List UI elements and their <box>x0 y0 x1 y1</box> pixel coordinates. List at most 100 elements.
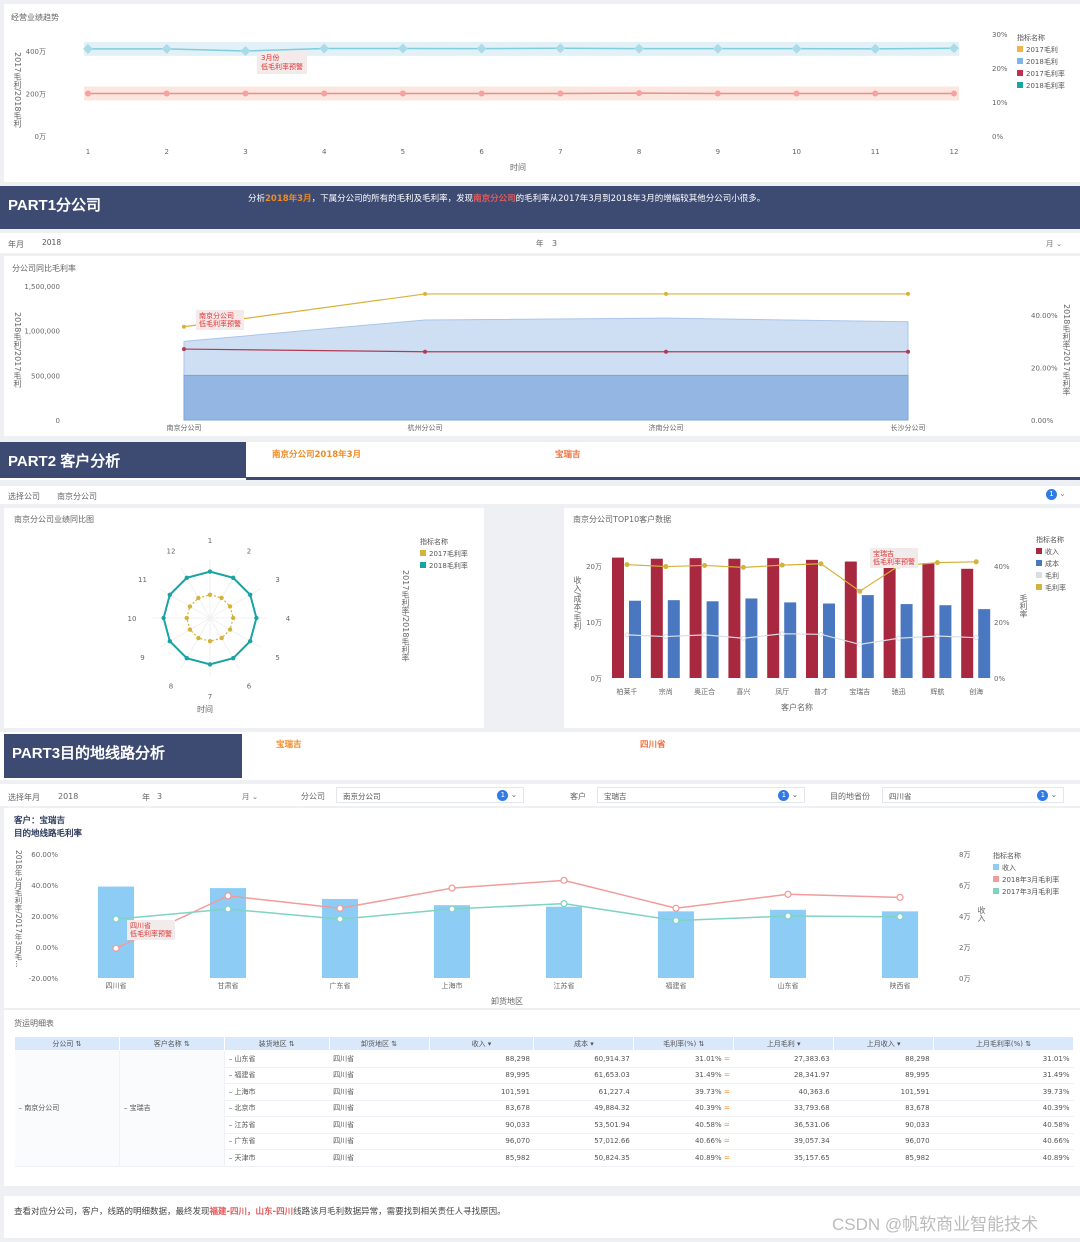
legend-item[interactable]: 收入 <box>993 862 1059 874</box>
filter3-customer-badge: 1 <box>778 790 790 801</box>
legend-item[interactable]: 毛利率 <box>1036 582 1066 594</box>
bar-income <box>612 557 624 678</box>
table-row[interactable]: – 南京分公司 – 宝瑞吉 – 山东省 四川省 88,298 60,914.37 31.01… <box>14 1050 1074 1167</box>
part1-desc-a: 分析 <box>248 194 266 204</box>
part2-header: PART2 客户分析 <box>0 442 246 478</box>
table-cell: 四川省 <box>329 1100 429 1117</box>
line-point <box>224 905 232 913</box>
column-header[interactable]: 上月毛利 ▾ <box>733 1036 835 1051</box>
footer-note: 查看对应分公司，客户，线路的明细数据，最终发现福建-四川，山东-四川线路该月毛利… <box>4 1196 1080 1238</box>
column-header[interactable]: 成本 ▾ <box>533 1036 635 1051</box>
area-2017 <box>183 374 909 421</box>
filter2-count-badge: 1 <box>1046 489 1057 500</box>
radar-title: 南京分公司业绩同比图 <box>14 515 94 524</box>
table-cell: – 上海市 <box>224 1083 330 1101</box>
table-cell: 83,678 <box>833 1100 934 1117</box>
column-header[interactable]: 装货地区 ⇅ <box>223 1036 330 1051</box>
radar-point <box>161 615 166 621</box>
part1-description: 分析2018年3月，下属分公司的所有的毛利及毛利率，发现南京分公司的毛利率从20… <box>248 192 765 204</box>
line-point <box>448 884 456 892</box>
route-y-label: 2018年3月毛利率/2017年3月毛... <box>14 850 23 968</box>
x-tick: 杭州分公司 <box>408 423 443 432</box>
filter3-dest-badge: 1 <box>1037 790 1049 801</box>
chevron-down-icon: ⌄ <box>1055 239 1063 248</box>
table-row[interactable]: – 天津市 四川省 85,982 50,824.35 40.89% = 35,157.65… <box>15 1149 1074 1167</box>
y-tick: 500,000 <box>31 372 60 380</box>
column-header[interactable]: 收入 ▾ <box>428 1036 535 1051</box>
line-point <box>112 944 120 952</box>
filter2-value[interactable]: 南京分公司 <box>57 492 97 501</box>
column-header[interactable]: 客户名称 ⇅ <box>118 1036 225 1051</box>
table-row[interactable]: – 北京市 四川省 83,678 49,884.32 40.39% = 33,793.68… <box>15 1100 1074 1117</box>
x-tick: 长沙分公司 <box>891 423 926 432</box>
table-cell: – 南京分公司 <box>14 1050 120 1167</box>
x-tick: 11 <box>871 148 880 156</box>
radar-axis-label: 10 <box>128 615 137 623</box>
filter1-year-select[interactable]: 2018 年 <box>36 235 546 251</box>
column-header[interactable]: 毛利率(%) ⇅ <box>633 1036 735 1051</box>
legend-item[interactable]: 2018毛利 <box>1017 56 1065 68</box>
table-cell: 57,012.66 <box>533 1133 634 1150</box>
route-panel: 客户：宝瑞吉 目的地线路毛利率 2018年3月毛利率/2017年3月毛... 收… <box>4 808 1080 1008</box>
legend-swatch <box>1036 548 1042 554</box>
line-point <box>818 631 824 637</box>
legend-item[interactable]: 毛利 <box>1036 570 1066 582</box>
legend-item[interactable]: 2018毛利率 <box>1017 80 1065 92</box>
table-row[interactable]: – 广东省 四川省 96,070 57,012.66 40.66% = 39,057.34… <box>15 1133 1074 1150</box>
legend-label: 收入 <box>1002 864 1016 872</box>
table-cell: 40.66% = <box>633 1133 734 1150</box>
legend-item[interactable]: 2017毛利 <box>1017 44 1065 56</box>
part1-desc-b: 2018年3月 <box>265 194 312 204</box>
part3-tag1: 宝瑞吉 <box>276 740 302 750</box>
filter3-company-select[interactable]: 南京分公司 1 ⌄ <box>336 787 524 803</box>
filter3-dest-label: 目的地省份 <box>830 792 870 801</box>
data-point <box>555 43 566 54</box>
legend-item[interactable]: 成本 <box>1036 558 1066 570</box>
legend-item[interactable]: 收入 <box>1036 546 1066 558</box>
line-point <box>560 899 568 908</box>
y2-tick: 30% <box>992 31 1008 39</box>
filter1-month-dropdown[interactable]: 月 ⌄ <box>1046 238 1062 249</box>
branch-chart-title: 分公司同比毛利率 <box>12 264 76 273</box>
x-tick: 奥正合 <box>694 687 715 696</box>
table-row[interactable]: – 上海市 四川省 101,591 61,227.4 39.73% = 40,363.6 1… <box>15 1083 1074 1101</box>
table-cell: 61,653.03 <box>533 1067 634 1084</box>
footer-c: 线路该月毛利数据异常，需要找到相关责任人寻找原因。 <box>293 1207 506 1217</box>
table-cell: – 广东省 <box>224 1133 330 1150</box>
bar-income <box>961 568 974 678</box>
filter3-customer-select[interactable]: 宝瑞吉 1 ⌄ <box>597 787 805 803</box>
legend-item[interactable]: 2017毛利率 <box>1017 68 1065 80</box>
line-point <box>624 562 630 568</box>
filter-bar-2: 选择公司 南京分公司 1 ⌄ <box>0 486 1080 504</box>
radar-point <box>231 615 236 621</box>
legend-item[interactable]: 2018毛利率 <box>420 560 468 572</box>
column-header[interactable]: 上月毛利率(%) ⇅ <box>933 1036 1074 1051</box>
column-header[interactable]: 上月收入 ▾ <box>833 1036 935 1051</box>
legend-item[interactable]: 2017年3月毛利率 <box>993 886 1059 898</box>
legend-item[interactable]: 2017毛利率 <box>420 548 468 560</box>
part3-title: PART3目的地线路分析 <box>12 745 166 762</box>
y2-tick: 2万 <box>959 944 970 952</box>
radar-panel: 南京分公司业绩同比图 1 2 3 4 5 6 7 8 9 10 11 12 时间 2017毛利率/20… <box>4 508 484 728</box>
data-point <box>636 90 643 97</box>
legend-item[interactable]: 2018年3月毛利率 <box>993 874 1059 886</box>
route-annotation: 四川省 低毛利率预警 <box>127 920 175 940</box>
top10-title: 南京分公司TOP10客户数据 <box>573 515 672 524</box>
filter3-dest-select[interactable]: 四川省 1 ⌄ <box>882 787 1064 803</box>
top-ann-line1: 3月份 <box>261 54 280 62</box>
y-tick: -20.00% <box>29 975 59 983</box>
filter3-year[interactable]: 2018 <box>58 792 79 801</box>
column-header[interactable]: 分公司 ⇅ <box>14 1036 120 1051</box>
filter3-company-label: 分公司 <box>301 792 325 801</box>
column-header[interactable]: 卸货地区 ⇅ <box>328 1036 430 1051</box>
filter2-dropdown[interactable]: 1 ⌄ <box>1046 489 1066 500</box>
data-point <box>242 90 249 97</box>
filter3-month-dropdown[interactable]: 月 ⌄ <box>242 791 258 802</box>
table-row[interactable]: – 江苏省 四川省 90,033 53,501.94 40.58% = 36,531.06… <box>15 1116 1074 1134</box>
table-row[interactable]: – 福建省 四川省 89,995 61,653.03 31.49% = 28,341.97… <box>15 1067 1074 1084</box>
radar-point <box>231 575 236 581</box>
legend-swatch <box>1036 584 1042 590</box>
route-y2-label: 收入 <box>977 906 986 922</box>
filter3-month[interactable]: 3 <box>157 792 163 801</box>
y2-tick: 20.00% <box>1031 364 1058 372</box>
